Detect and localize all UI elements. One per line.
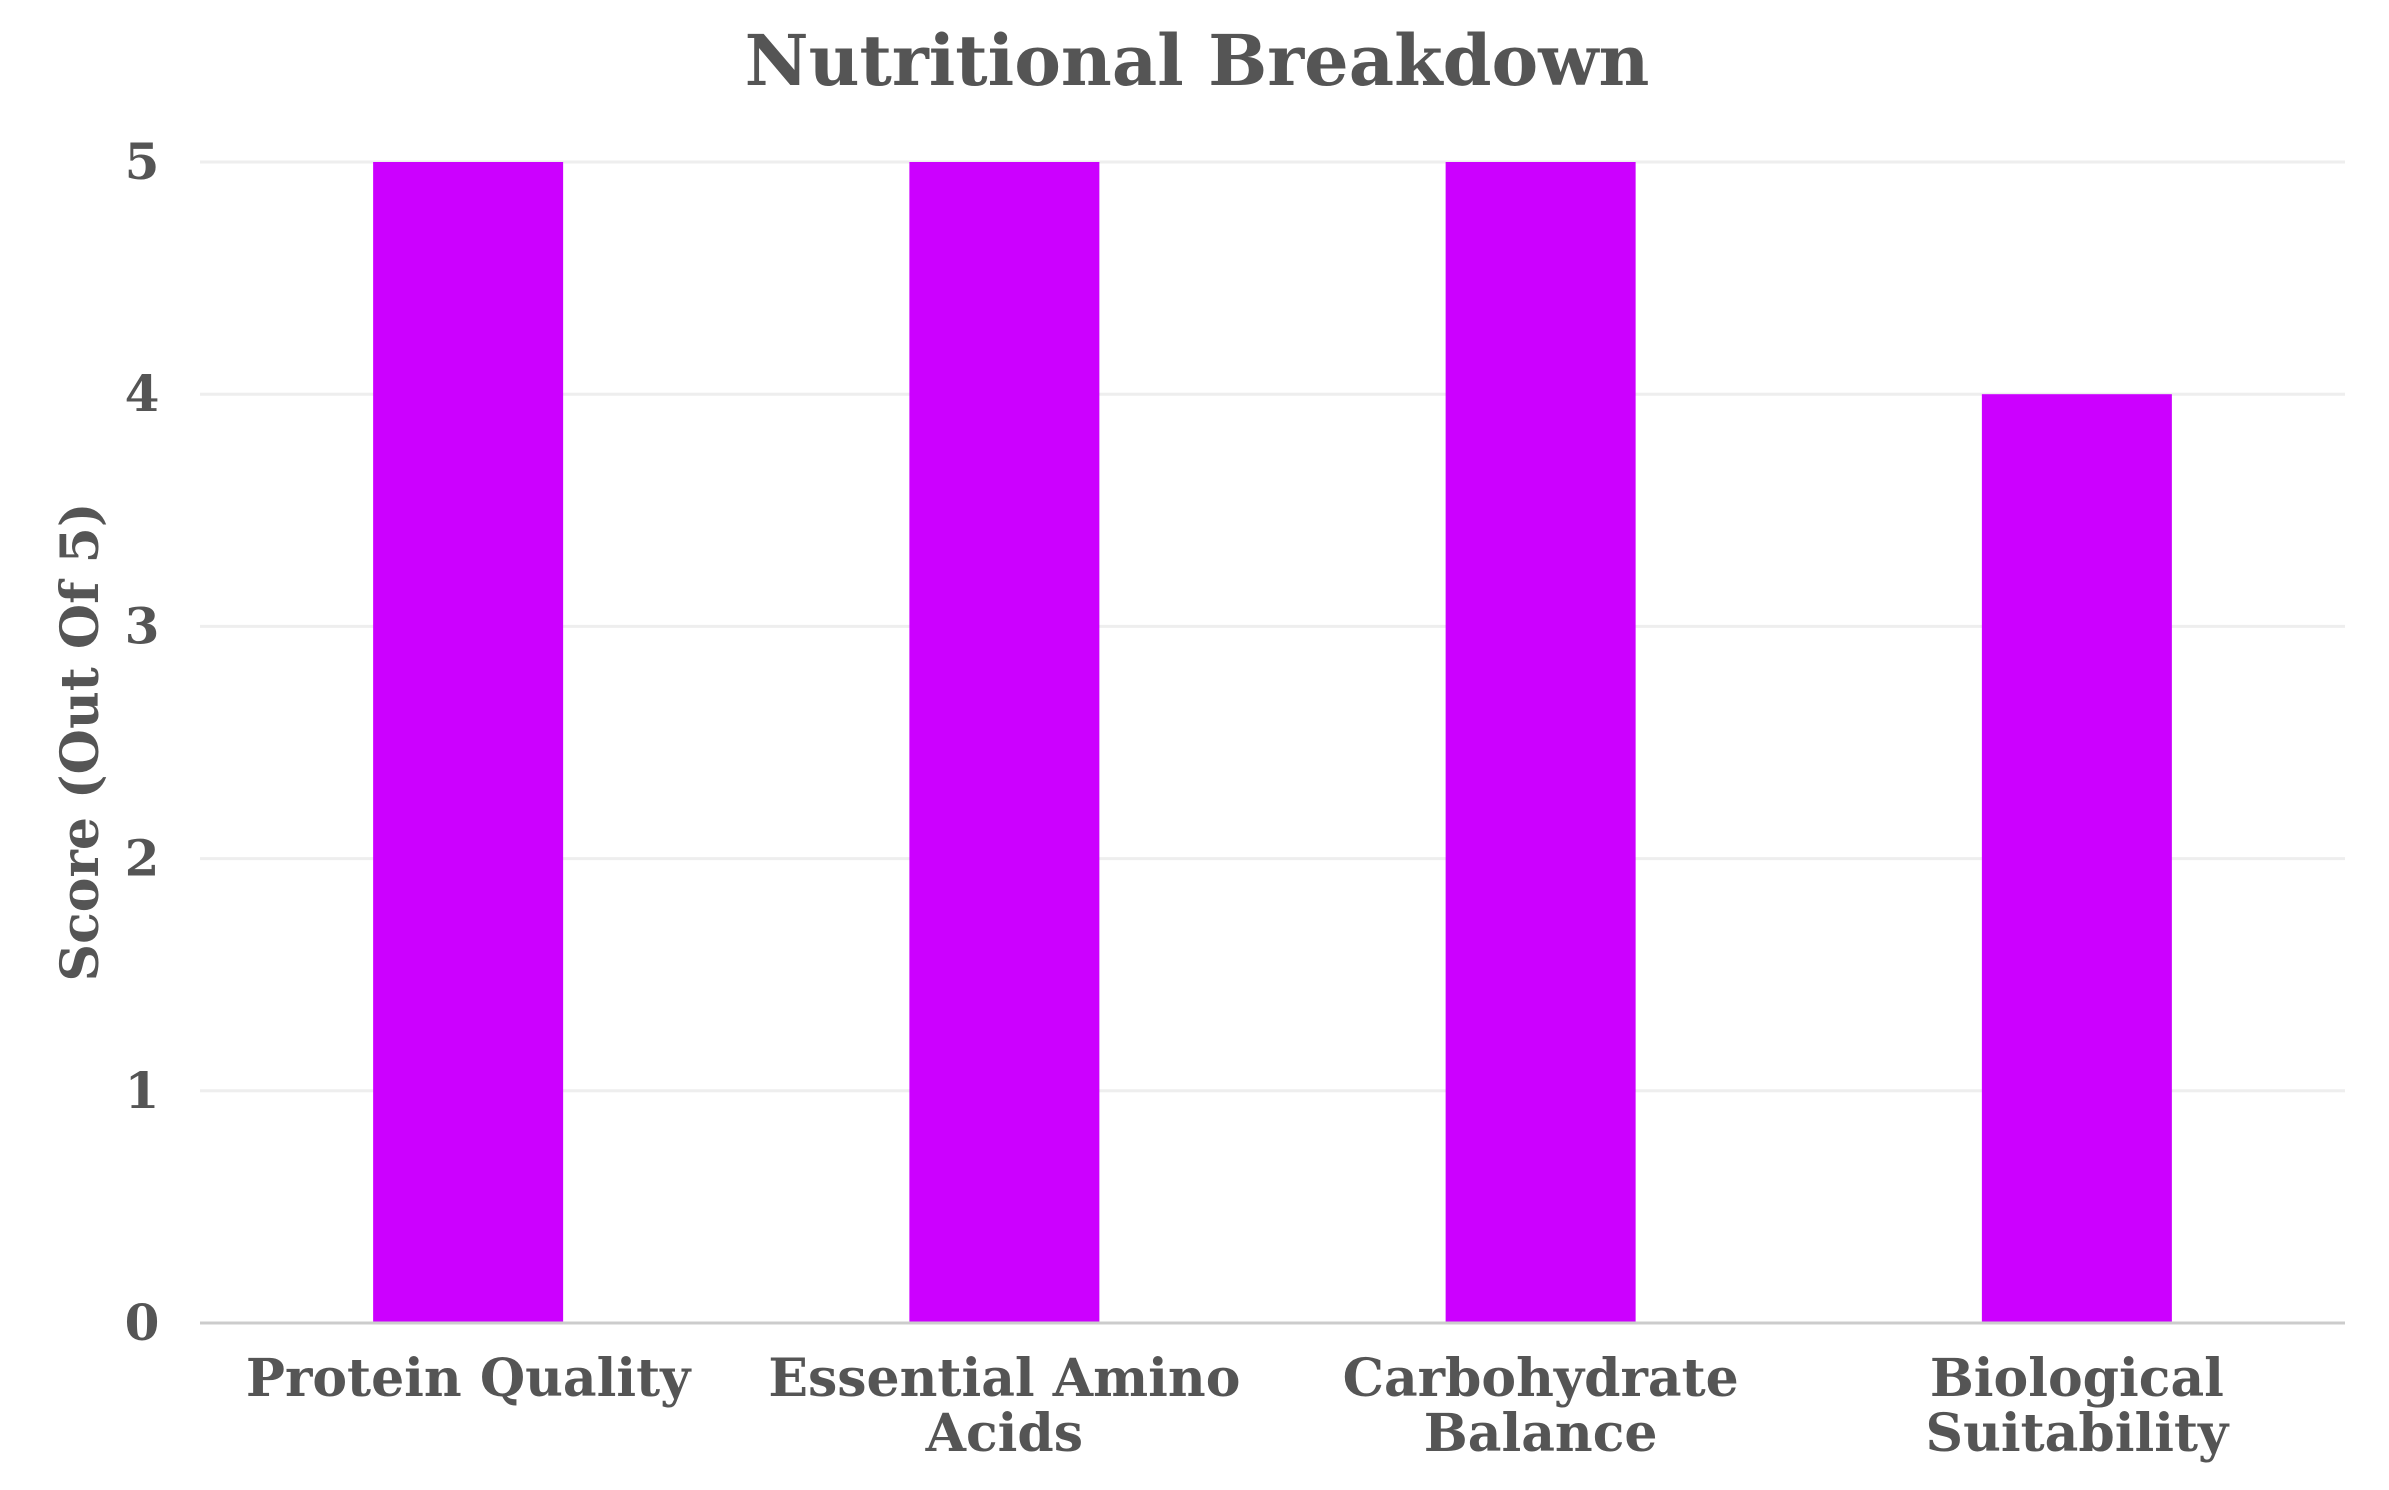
y-tick-label: 3: [125, 596, 160, 655]
y-tick-labels: 0 1 2 3 4 5: [125, 132, 160, 1352]
bars: [373, 162, 2172, 1323]
x-tick-label-line: Biological: [1930, 1348, 2224, 1409]
x-tick-labels: Protein Quality Essential Amino Acids Carbo…: [246, 1348, 2230, 1464]
chart-title: Nutritional Breakdown: [745, 19, 1650, 102]
x-tick-label: Carbohydrate Balance: [1343, 1348, 1739, 1464]
y-tick-label: 2: [125, 829, 160, 888]
x-tick-label-line: Essential Amino: [768, 1348, 1240, 1409]
y-tick-label: 0: [125, 1293, 160, 1352]
x-tick-label: Biological Suitability: [1926, 1348, 2230, 1464]
x-tick-label-line: Balance: [1424, 1403, 1658, 1464]
y-axis-label: Score (Out Of 5): [50, 503, 111, 982]
bar: [373, 162, 564, 1323]
x-tick-label: Essential Amino Acids: [768, 1348, 1240, 1464]
y-tick-label: 5: [125, 132, 160, 191]
bar: [1445, 162, 1636, 1323]
x-tick-label-line: Carbohydrate: [1343, 1348, 1739, 1409]
y-tick-label: 4: [125, 364, 160, 423]
x-tick-label: Protein Quality: [246, 1348, 692, 1409]
x-tick-label-line: Protein Quality: [246, 1348, 692, 1409]
x-tick-label-line: Acids: [925, 1403, 1083, 1464]
bar: [1981, 394, 2172, 1323]
bar: [909, 162, 1100, 1323]
y-tick-label: 1: [125, 1061, 160, 1120]
x-tick-label-line: Suitability: [1926, 1403, 2230, 1464]
